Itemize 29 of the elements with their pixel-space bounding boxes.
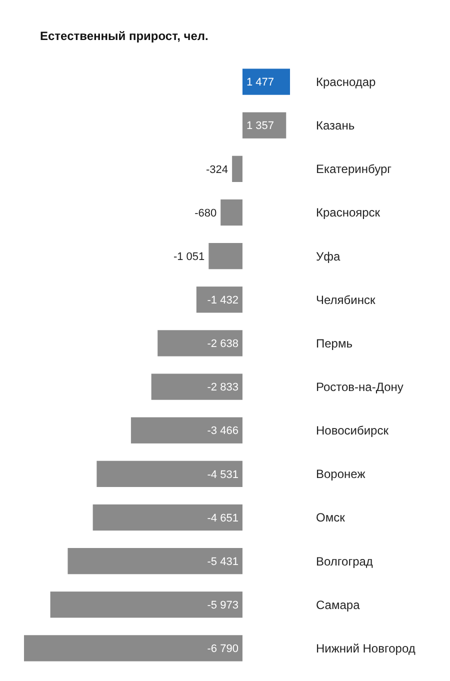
data-label: -6 790	[207, 643, 238, 656]
data-label: -680	[194, 207, 217, 220]
data-label: -3 466	[207, 425, 238, 438]
data-label: -2 833	[207, 382, 238, 394]
data-label: -324	[206, 164, 228, 176]
data-label: -1 432	[207, 294, 238, 306]
data-label: -4 531	[207, 468, 238, 481]
y-tick-label: Ростов-на-Дону	[316, 380, 404, 394]
y-tick-label: Краснодар	[316, 74, 376, 89]
y-tick-label: Пермь	[316, 336, 352, 350]
y-tick-label: Омск	[316, 510, 346, 525]
y-tick-label: Красноярск	[316, 206, 381, 220]
y-tick-label: Казань	[316, 118, 355, 133]
y-tick-label: Уфа	[316, 249, 340, 264]
data-label: -1 051	[173, 250, 205, 263]
chart-title: Естественный прирост, чел.	[40, 29, 208, 43]
data-label: 1 477	[246, 76, 274, 89]
y-tick-label: Самара	[316, 598, 360, 612]
data-label: -2 638	[207, 338, 238, 350]
y-tick-label: Волгоград	[316, 554, 373, 568]
y-tick-label: Нижний Новгород	[316, 641, 416, 656]
data-label: -5 431	[207, 556, 238, 568]
data-label: 1 357	[246, 120, 274, 132]
y-tick-label: Екатеринбург	[316, 162, 392, 176]
y-tick-label: Воронеж	[316, 467, 366, 482]
data-label: -5 973	[207, 599, 238, 612]
y-tick-label: Челябинск	[316, 292, 376, 307]
y-tick-label: Новосибирск	[316, 424, 390, 438]
data-label: -4 651	[207, 512, 238, 524]
